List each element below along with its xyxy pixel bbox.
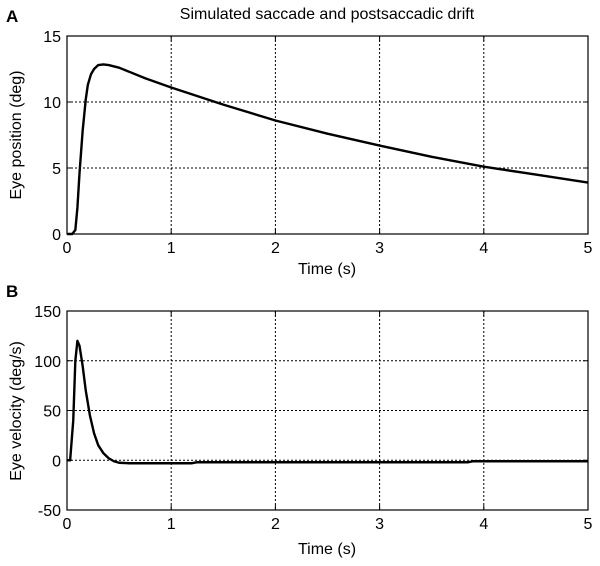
y-tick-label: 150 [34,304,61,321]
y-axis-label: Eye position (deg) [8,71,25,200]
x-tick-label: 2 [271,516,280,533]
x-tick-label: 0 [63,240,72,257]
velocity-trace [67,339,588,465]
x-tick-label: 5 [584,240,593,257]
y-tick-label: -50 [38,503,61,520]
y-axis-label: Eye velocity (deg/s) [8,341,25,481]
panel-a-grid [67,36,588,234]
x-tick-label: 4 [479,240,488,257]
x-tick-label: 3 [375,516,384,533]
panel-a: A Simulated saccade and postsaccadic dri… [6,6,593,278]
x-tick-label: 0 [63,516,72,533]
y-tick-label: 50 [43,404,61,421]
panel-a-axes-frame [66,35,589,235]
y-tick-label: 10 [43,95,61,112]
y-tick-label: 0 [52,227,61,244]
panel-b-letter: B [6,282,18,301]
x-tick-label: 1 [167,240,176,257]
x-axis-label: Time (s) [298,261,356,278]
position-trace [67,63,589,236]
x-tick-label: 4 [479,516,488,533]
y-tick-label: 15 [43,29,61,46]
x-tick-label: 5 [584,516,593,533]
panel-a-letter: A [6,7,18,26]
y-tick-label: 0 [52,453,61,470]
y-tick-label: 100 [34,354,61,371]
x-tick-label: 3 [375,240,384,257]
x-tick-label: 1 [167,516,176,533]
panel-b-grid [67,311,588,510]
chart-title: Simulated saccade and postsaccadic drift [180,6,475,23]
x-tick-label: 2 [271,240,280,257]
x-axis-label: Time (s) [298,541,356,558]
panel-a-ticks: 0 1 2 3 4 5 0 5 10 15 [43,29,592,257]
y-tick-label: 5 [52,161,61,178]
